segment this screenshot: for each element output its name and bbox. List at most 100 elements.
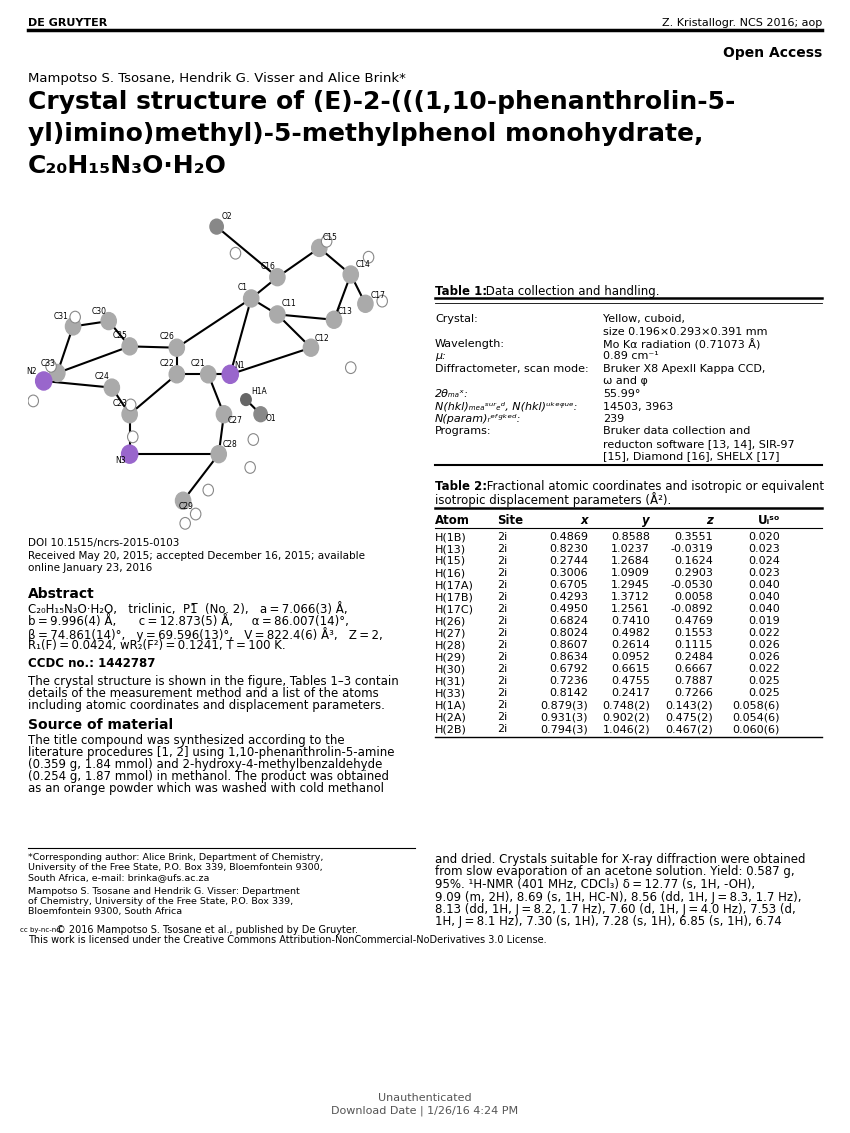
Text: 2i: 2i [497,556,507,566]
Circle shape [254,407,267,421]
Circle shape [241,394,252,406]
Text: cc by-nc-nd: cc by-nc-nd [20,927,60,932]
Text: including atomic coordinates and displacement parameters.: including atomic coordinates and displac… [28,699,385,712]
Text: DOI 10.1515/ncrs-2015-0103: DOI 10.1515/ncrs-2015-0103 [28,538,179,548]
Text: Bloemfontein 9300, South Africa: Bloemfontein 9300, South Africa [28,908,182,915]
Text: reducton software [13, 14], SIR-97: reducton software [13, 14], SIR-97 [603,438,795,449]
Circle shape [230,247,241,259]
Text: South Africa, e-mail: brinka@ufs.ac.za: South Africa, e-mail: brinka@ufs.ac.za [28,874,209,881]
Circle shape [126,399,136,411]
Text: 0.2484: 0.2484 [674,651,713,662]
Text: 0.8634: 0.8634 [549,651,588,662]
Text: Bruker data collection and: Bruker data collection and [603,426,751,436]
Text: details of the measurement method and a list of the atoms: details of the measurement method and a … [28,687,379,700]
Text: N2: N2 [26,367,37,376]
Text: Mampotso S. Tsosane, Hendrik G. Visser and Alice Brink*: Mampotso S. Tsosane, Hendrik G. Visser a… [28,73,406,85]
Text: 0.020: 0.020 [748,533,780,542]
Text: [15], Diamond [16], SHELX [17]: [15], Diamond [16], SHELX [17] [603,451,779,461]
Text: Table 2:: Table 2: [435,480,487,493]
Text: (0.359 g, 1.84 mmol) and 2-hydroxy-4-methylbenzaldehyde: (0.359 g, 1.84 mmol) and 2-hydroxy-4-met… [28,758,383,770]
Text: H(17A): H(17A) [435,580,473,590]
Circle shape [122,406,137,423]
Text: R₁(F) = 0.0424, wR₂(F²) = 0.1241, T = 100 K.: R₁(F) = 0.0424, wR₂(F²) = 0.1241, T = 10… [28,639,286,651]
Text: © 2016 Mampotso S. Tsosane et al., published by De Gruyter.: © 2016 Mampotso S. Tsosane et al., publi… [56,925,358,935]
Text: 2i: 2i [497,688,507,698]
Text: β = 74.861(14)°,   y = 69.596(13)°,   V = 822.4(6) Å³,   Z = 2,: β = 74.861(14)°, y = 69.596(13)°, V = 82… [28,627,383,642]
Text: Mampotso S. Tsosane and Hendrik G. Visser: Department: Mampotso S. Tsosane and Hendrik G. Visse… [28,887,300,896]
Text: 0.7887: 0.7887 [674,676,713,685]
Text: Programs:: Programs: [435,426,491,436]
Text: 1.3712: 1.3712 [611,593,650,602]
Text: 0.060(6): 0.060(6) [733,724,780,734]
Text: z: z [706,514,713,527]
Text: H(30): H(30) [435,664,466,674]
Circle shape [303,339,319,356]
Circle shape [36,372,52,390]
Circle shape [175,492,190,509]
Text: Crystal:: Crystal: [435,314,478,324]
Text: Unauthenticated: Unauthenticated [378,1093,472,1104]
Text: C21: C21 [191,359,206,368]
Text: H(31): H(31) [435,676,466,685]
Text: 0.794(3): 0.794(3) [541,724,588,734]
Text: University of the Free State, P.O. Box 339, Bloemfontein 9300,: University of the Free State, P.O. Box 3… [28,863,323,872]
Circle shape [363,252,374,263]
Text: H(2A): H(2A) [435,712,467,722]
Text: 2i: 2i [497,651,507,662]
Text: as an orange powder which was washed with cold methanol: as an orange powder which was washed wit… [28,782,384,795]
Text: 0.8024: 0.8024 [549,628,588,638]
Text: 55.99°: 55.99° [603,389,640,399]
Text: 0.7236: 0.7236 [549,676,588,685]
Text: 0.7410: 0.7410 [611,616,650,627]
Text: 2i: 2i [497,568,507,578]
Text: 2i: 2i [497,664,507,674]
Circle shape [211,445,226,462]
Circle shape [248,434,258,445]
Text: 0.6792: 0.6792 [549,664,588,674]
Text: C13: C13 [337,307,353,315]
Text: 0.058(6): 0.058(6) [733,700,780,710]
Text: 0.024: 0.024 [748,556,780,566]
Circle shape [70,312,81,323]
Text: C30: C30 [92,307,106,316]
Text: 0.748(2): 0.748(2) [602,700,650,710]
Text: -0.0319: -0.0319 [671,544,713,554]
Text: C14: C14 [355,261,371,270]
Circle shape [312,239,327,256]
Text: 9.09 (m, 2H), 8.69 (s, 1H, HC-N), 8.56 (dd, 1H, J = 8.3, 1.7 Hz),: 9.09 (m, 2H), 8.69 (s, 1H, HC-N), 8.56 (… [435,891,802,903]
Text: 0.1624: 0.1624 [674,556,713,566]
Text: 0.8230: 0.8230 [549,544,588,554]
Circle shape [46,360,56,372]
Text: 1.2561: 1.2561 [611,604,650,614]
Circle shape [180,518,190,529]
Text: 1.2945: 1.2945 [611,580,650,590]
Text: C17: C17 [371,290,385,299]
Text: O1: O1 [265,414,276,423]
Text: H(2B): H(2B) [435,724,467,734]
Circle shape [190,509,201,520]
Text: literature procedures [1, 2] using 1,10-phenanthrolin-5-amine: literature procedures [1, 2] using 1,10-… [28,746,394,759]
Circle shape [222,365,238,383]
Text: 0.2417: 0.2417 [611,688,650,698]
Text: C11: C11 [281,299,296,308]
Text: 0.019: 0.019 [748,616,780,627]
Text: Fractional atomic coordinates and isotropic or equivalent: Fractional atomic coordinates and isotro… [483,480,824,493]
Text: 0.054(6): 0.054(6) [733,712,780,722]
Text: 0.2744: 0.2744 [549,556,588,566]
Text: H(15): H(15) [435,556,466,566]
Text: C24: C24 [94,373,110,381]
Text: 0.4755: 0.4755 [611,676,650,685]
Text: Wavelength:: Wavelength: [435,339,505,349]
Text: 0.040: 0.040 [748,580,780,590]
Text: C25: C25 [112,331,128,340]
Circle shape [122,338,137,355]
Text: 14503, 3963: 14503, 3963 [603,401,673,411]
Text: Received May 20, 2015; accepted December 16, 2015; available: Received May 20, 2015; accepted December… [28,551,365,561]
Text: 0.4293: 0.4293 [549,593,588,602]
Text: 0.026: 0.026 [748,651,780,662]
Circle shape [210,219,224,235]
Text: 0.4869: 0.4869 [549,533,588,542]
Text: online January 23, 2016: online January 23, 2016 [28,563,152,573]
Text: 2i: 2i [497,544,507,554]
Text: isotropic displacement parameters (Å²).: isotropic displacement parameters (Å²). [435,492,672,506]
